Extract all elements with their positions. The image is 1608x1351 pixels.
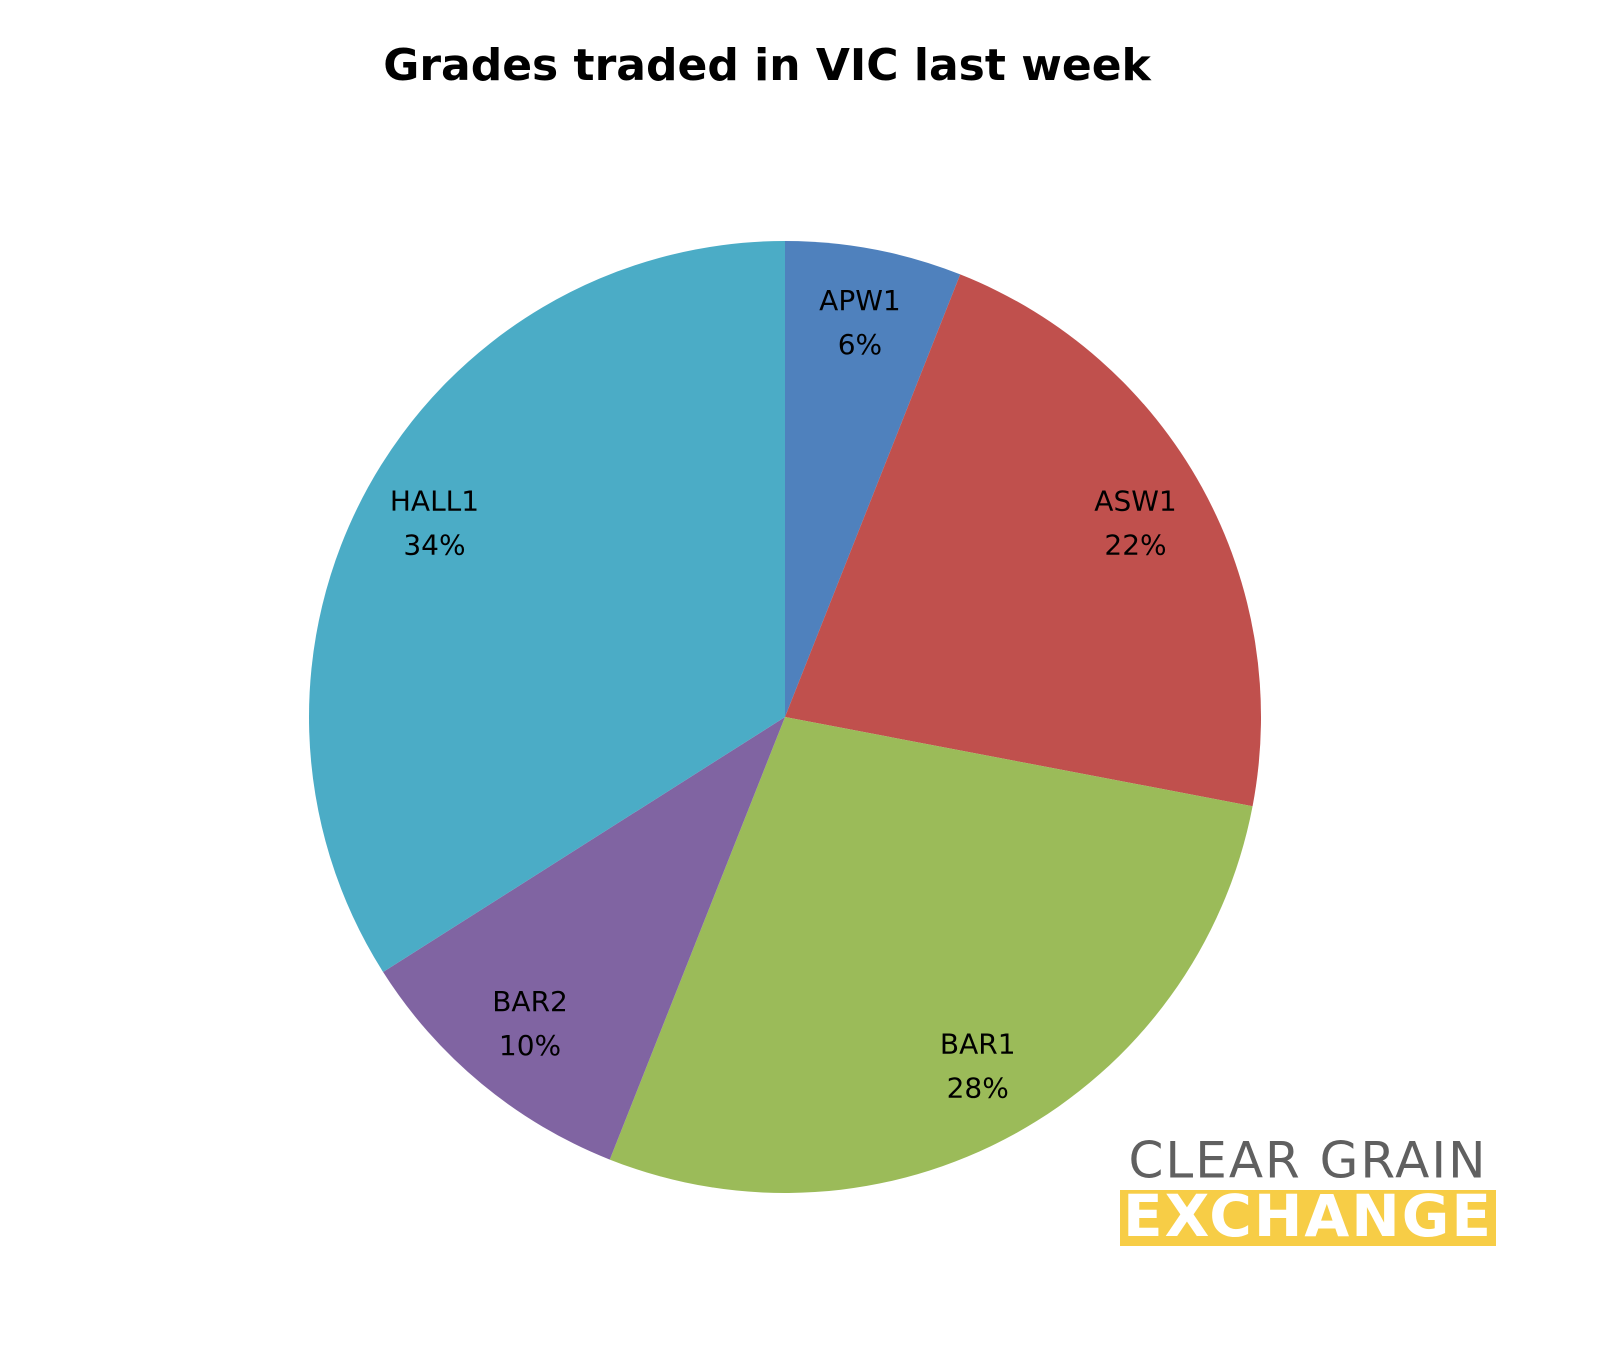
slice-value-label: 28%	[947, 1072, 1009, 1105]
logo-line2: EXCHANGE	[1123, 1182, 1493, 1250]
pie-slice	[383, 717, 785, 1160]
pie-slice	[609, 717, 1253, 1193]
logo-band	[1120, 1190, 1496, 1246]
slice-category-label: HALL1	[390, 484, 479, 517]
slice-category-label: BAR2	[492, 985, 568, 1018]
slice-value-label: 34%	[403, 528, 465, 561]
logo-line1: CLEAR GRAIN	[1128, 1132, 1487, 1190]
slice-category-label: ASW1	[1094, 484, 1176, 517]
slice-value-label: 10%	[499, 1029, 561, 1062]
slice-value-label: 6%	[838, 328, 882, 361]
pie-slice	[309, 241, 785, 973]
slice-category-label: APW1	[819, 284, 901, 317]
slice-value-label: 22%	[1104, 528, 1166, 561]
chart-title: Grades traded in VIC last week	[383, 40, 1152, 91]
pie-slice	[785, 274, 1261, 807]
pie	[309, 241, 1261, 1193]
slice-category-label: BAR1	[940, 1028, 1016, 1061]
pie-slice	[785, 241, 961, 717]
